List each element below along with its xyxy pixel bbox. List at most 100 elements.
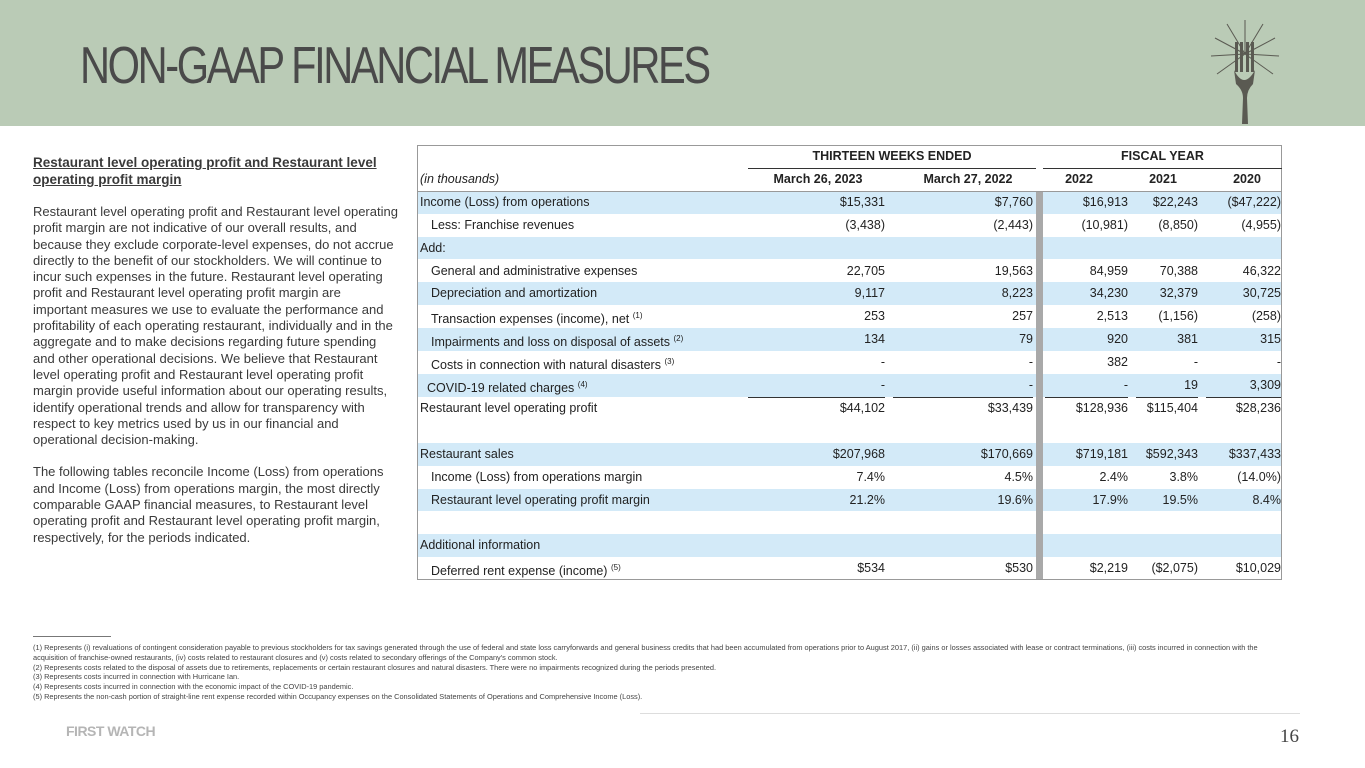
note-ref: (3) [664, 357, 675, 367]
cell: $16,913 [1082, 194, 1128, 209]
column-header: 2022 [1065, 171, 1093, 186]
cell: 7.4% [856, 469, 886, 484]
cell: 8,223 [1001, 286, 1033, 301]
cell: 8.4% [1252, 492, 1282, 507]
page-number: 16 [1280, 726, 1299, 747]
unit-label: (in thousands) [420, 171, 500, 186]
column-header: 2020 [1233, 171, 1261, 186]
paragraph: The following tables reconcile Income (L… [33, 464, 384, 545]
cell: - [1276, 355, 1281, 370]
cell: $115,404 [1146, 400, 1198, 415]
row-label: Impairments and loss on disposal of asse… [431, 328, 683, 353]
cell: $530 [1005, 561, 1033, 576]
row-label-text: Deferred rent expense (income) [431, 564, 608, 579]
header-rule [417, 190, 1282, 192]
note-ref: (5) [610, 563, 621, 573]
footnote: (2) Represents costs related to the disp… [33, 662, 717, 672]
row-label: Income (Loss) from operations margin [431, 466, 642, 488]
cell: - [1028, 355, 1033, 370]
sidebar: Restaurant level operating profit and Re… [33, 154, 398, 562]
row-shade [417, 328, 1282, 352]
group-header: FISCAL YEAR [1043, 145, 1282, 169]
cell: 134 [864, 332, 885, 347]
footnote-rule [33, 636, 111, 637]
cell: 21.2% [849, 492, 885, 507]
column-header: 2021 [1149, 171, 1177, 186]
row-label: Add: [420, 237, 446, 259]
cell: 19,563 [994, 263, 1033, 278]
cell: 30,725 [1242, 286, 1281, 301]
cell: 4.5% [1004, 469, 1034, 484]
cell: 2.4% [1099, 469, 1129, 484]
row-label: COVID-19 related charges (4) [427, 374, 588, 399]
cell: $719,181 [1075, 446, 1128, 461]
row-label: Restaurant level operating profit [420, 397, 597, 419]
note-ref: (1) [632, 311, 643, 321]
total-rule [893, 396, 1033, 398]
row-label-text: Depreciation and amortization [431, 286, 598, 301]
cell: 257 [1012, 309, 1033, 324]
cell: 32,379 [1159, 286, 1198, 301]
cell: 920 [1107, 332, 1128, 347]
cell: 84,959 [1089, 263, 1128, 278]
column-header: March 26, 2023 [773, 171, 863, 186]
cell: (2,443) [993, 217, 1033, 232]
row-label-text: COVID-19 related charges [427, 381, 575, 395]
cell: 70,388 [1159, 263, 1198, 278]
note-ref: (2) [673, 334, 684, 344]
cell: $207,968 [832, 446, 885, 461]
cell: 17.9% [1092, 492, 1128, 507]
cell: 19.5% [1162, 492, 1198, 507]
cell: ($2,075) [1151, 561, 1198, 576]
row-label: Costs in connection with natural disaste… [431, 351, 674, 376]
table: THIRTEEN WEEKS ENDED FISCAL YEAR (in thous… [417, 145, 1282, 581]
row-label-text: Transaction expenses (income), net [431, 312, 630, 327]
cell: (8,850) [1158, 217, 1198, 232]
row-shade [417, 282, 1282, 306]
sidebar-heading: Restaurant level operating profit and Re… [33, 155, 377, 187]
cell: - [880, 355, 885, 370]
cell: 381 [1177, 332, 1198, 347]
cell: 2,513 [1096, 309, 1128, 324]
row-label-text: Less: Franchise revenues [431, 217, 575, 232]
row-label-text: Costs in connection with natural disaste… [431, 358, 661, 373]
cell: - [1123, 378, 1128, 392]
cell: (14.0%) [1237, 469, 1281, 484]
cell: 19.6% [997, 492, 1033, 507]
row-label: Restaurant sales [420, 443, 514, 465]
cell: 3.8% [1169, 469, 1199, 484]
row-label-text: Restaurant sales [420, 446, 514, 461]
total-rule [1045, 396, 1128, 398]
cell: 19 [1184, 378, 1198, 392]
cell: 34,230 [1089, 286, 1128, 301]
cell: $337,433 [1228, 446, 1281, 461]
total-rule [748, 396, 885, 398]
row-label-text: Add: [420, 240, 446, 255]
cell: 253 [864, 309, 885, 324]
cell: $10,029 [1235, 561, 1281, 576]
row-shade [417, 442, 1282, 466]
cell: $2,219 [1089, 561, 1128, 576]
slide-title: NON-GAAP FINANCIAL MEASURES [80, 37, 711, 95]
cell: 79 [1019, 332, 1033, 347]
row-label-text: Income (Loss) from operations margin [431, 469, 643, 484]
footer-brand: FIRST WATCH [66, 723, 156, 739]
group-header: THIRTEEN WEEKS ENDED [748, 145, 1036, 169]
note-ref: (4) [577, 380, 588, 389]
cell: $44,102 [839, 400, 885, 415]
row-label-text: Additional information [420, 538, 541, 553]
cell: $592,343 [1145, 446, 1198, 461]
row-label: Less: Franchise revenues [431, 214, 574, 236]
cell: 315 [1260, 332, 1281, 347]
row-shade [417, 236, 1282, 260]
cell: 382 [1107, 355, 1128, 370]
row-label-text: Income (Loss) from operations [420, 194, 590, 209]
row-shade [417, 190, 1282, 214]
footnote: (1) Represents (i) revaluations of conti… [33, 643, 1258, 662]
row-label-text: General and administrative expenses [431, 263, 638, 278]
cell: $534 [857, 561, 885, 576]
cell: $22,243 [1152, 194, 1198, 209]
footnote: (3) Represents costs incurred in connect… [33, 672, 240, 682]
row-shade [417, 374, 1282, 397]
